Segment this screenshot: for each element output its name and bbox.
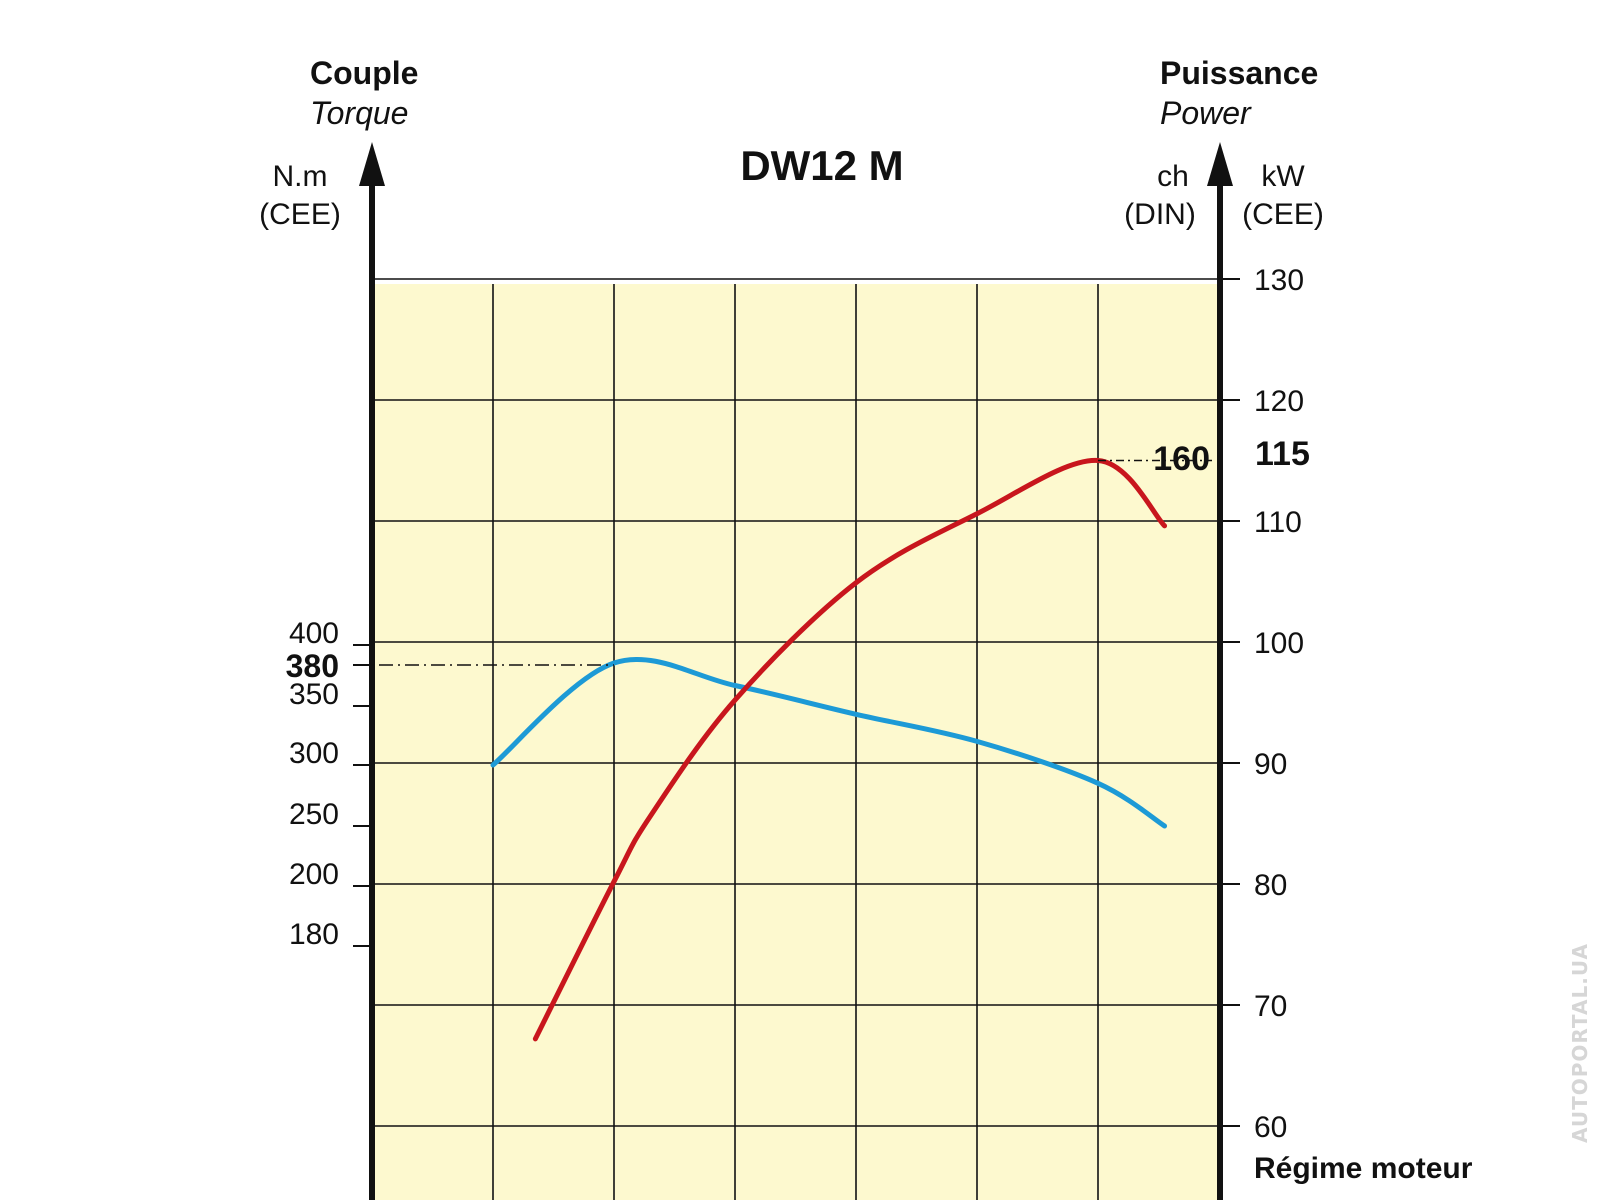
right-tick-label: 130	[1254, 264, 1304, 297]
power-peak-ch-label: 160	[1153, 440, 1210, 478]
torque-curve	[490, 656, 1168, 829]
right-tick-label: 80	[1254, 869, 1287, 902]
series-layer	[490, 457, 1168, 1042]
left-axis-ticks: 400 350 300 250 200 180	[289, 617, 372, 951]
right-axis-title: Puissance	[1160, 55, 1318, 91]
right-axis-unit-din: ch	[1157, 160, 1189, 193]
plot-area	[372, 284, 1220, 1200]
left-tick-label: 400	[289, 617, 339, 650]
left-tick-label: 200	[289, 858, 339, 891]
left-axis-title: Couple	[310, 55, 418, 91]
right-tick-label: 100	[1254, 627, 1304, 660]
left-tick-label: 300	[289, 737, 339, 770]
right-axis-title-en: Power	[1160, 95, 1252, 131]
x-axis-label: Régime moteur	[1254, 1152, 1473, 1185]
right-tick-label: 60	[1254, 1111, 1287, 1144]
left-tick-label: 180	[289, 918, 339, 951]
right-tick-label: 110	[1254, 506, 1302, 539]
left-tick-label: 350	[289, 678, 339, 711]
right-tick-label: 120	[1254, 385, 1304, 418]
power-peak-kw-label: 115	[1255, 435, 1310, 473]
left-axis-title-en: Torque	[310, 95, 408, 131]
right-axis-arrow	[1207, 142, 1233, 186]
power-curve	[532, 457, 1168, 1042]
watermark: AUTOPORTAL.UA	[1568, 943, 1592, 1143]
right-tick-label: 90	[1254, 748, 1287, 781]
right-axis-ticks: 130 120 110 100 90 80 70 60	[1220, 264, 1304, 1144]
left-tick-label: 250	[289, 798, 339, 831]
right-axis-unit-kw-note: (CEE)	[1242, 198, 1324, 231]
left-axis-arrow	[359, 142, 385, 186]
right-axis-unit-kw: kW	[1261, 160, 1305, 193]
torque-peak-label: 380	[286, 648, 339, 684]
right-axis-unit-din-note: (DIN)	[1124, 198, 1196, 231]
left-axis-unit: N.m	[273, 160, 328, 193]
chart-title: DW12 M	[740, 142, 903, 189]
left-axis-unit-note: (CEE)	[259, 198, 341, 231]
right-tick-label: 70	[1254, 990, 1287, 1023]
